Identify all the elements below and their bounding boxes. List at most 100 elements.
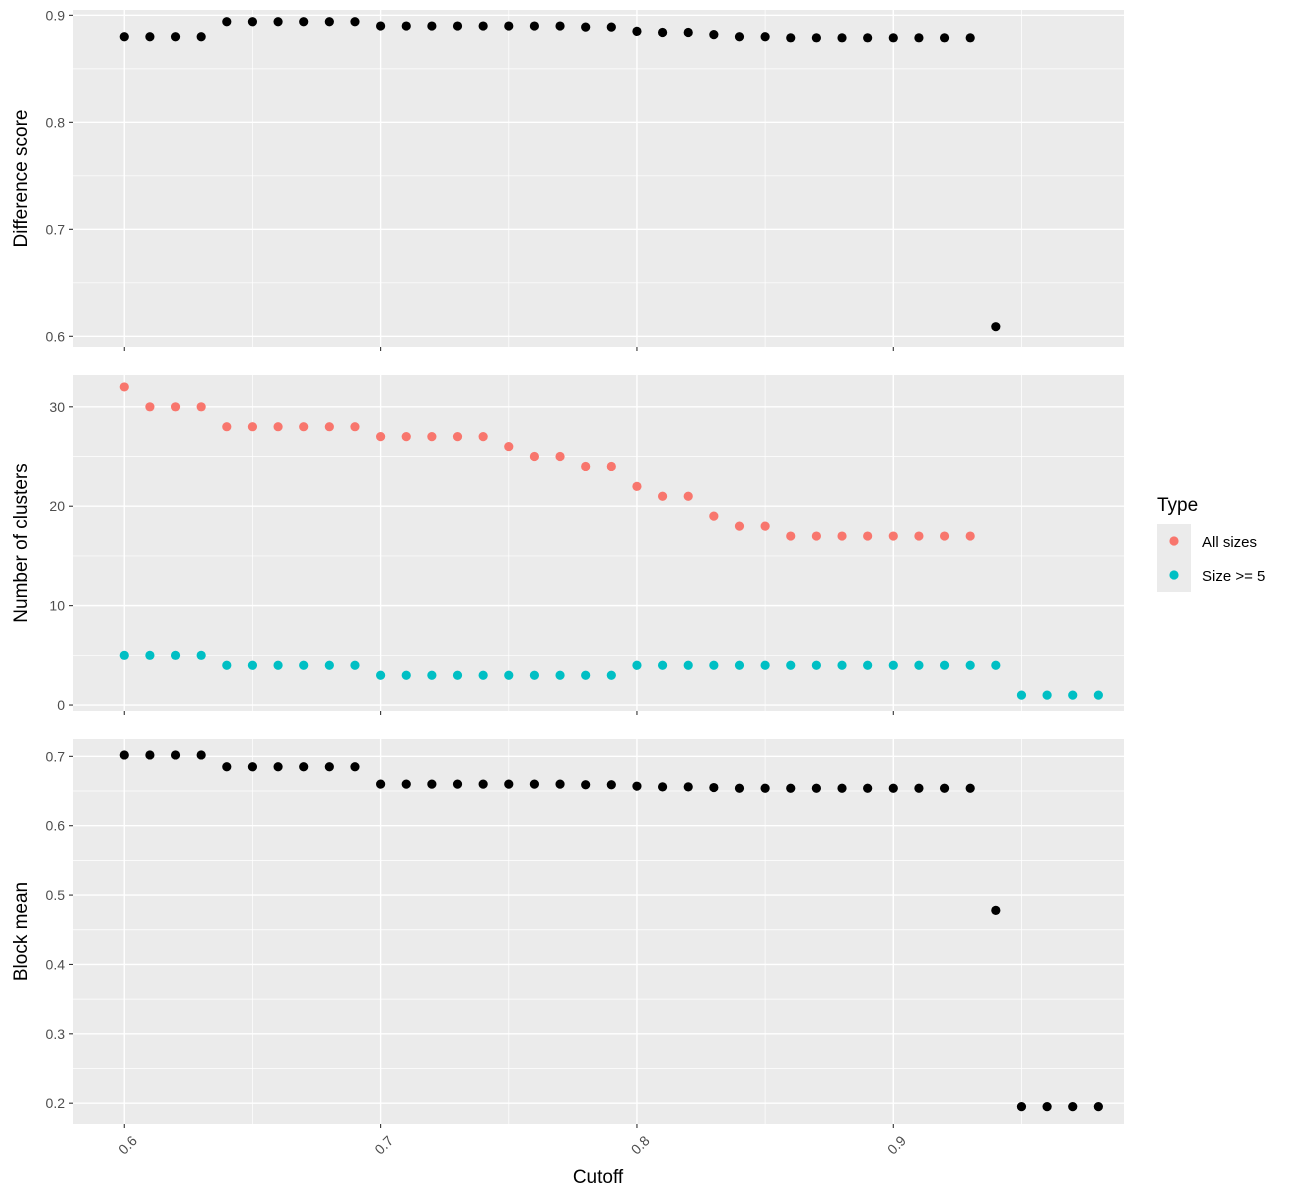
data-point xyxy=(991,905,1001,915)
data-point xyxy=(273,660,283,670)
data-point xyxy=(119,382,129,392)
x-tick-label: 0.9 xyxy=(884,1132,909,1157)
data-point xyxy=(504,21,514,31)
data-point xyxy=(683,782,693,792)
data-point xyxy=(222,660,232,670)
data-point xyxy=(709,782,719,793)
data-point xyxy=(734,521,745,531)
data-point xyxy=(119,650,129,660)
data-point xyxy=(786,33,796,43)
data-point xyxy=(965,33,975,43)
data-point xyxy=(452,779,463,789)
x-tick-label: 0.7 xyxy=(371,1132,396,1157)
data-point xyxy=(170,32,181,42)
y-tick-label: 0.7 xyxy=(46,748,66,764)
series-1 xyxy=(119,17,1001,332)
data-point xyxy=(837,531,847,541)
data-point xyxy=(350,422,360,432)
data-point xyxy=(273,762,283,772)
data-point xyxy=(734,660,745,670)
y-tick-label: 0 xyxy=(57,697,65,713)
y-axis-title: Block mean xyxy=(11,882,32,981)
data-point xyxy=(606,670,616,680)
data-point xyxy=(170,402,181,412)
data-point xyxy=(632,781,642,791)
data-point xyxy=(324,17,334,27)
data-point xyxy=(811,660,821,670)
data-point xyxy=(632,481,642,491)
x-tick-labels: 0.6 0.7 0.8 0.9 xyxy=(115,1132,909,1157)
data-point xyxy=(555,779,565,789)
y-tick-label: 30 xyxy=(49,399,65,415)
legend-items: All sizes Size >= 5 xyxy=(1157,524,1265,592)
x-tick-label: 0.6 xyxy=(115,1132,140,1157)
data-point xyxy=(837,660,847,670)
panel-1: 0.6 0.7 0.8 0.9 Difference score xyxy=(11,7,1124,351)
data-point xyxy=(222,17,232,27)
data-point xyxy=(119,750,129,760)
data-point xyxy=(991,322,1001,332)
data-point xyxy=(632,26,642,36)
data-point xyxy=(939,33,950,43)
y-tick-label: 0.9 xyxy=(46,7,66,23)
data-point xyxy=(555,21,565,31)
data-point xyxy=(632,660,642,670)
data-point xyxy=(1093,690,1103,700)
data-point xyxy=(1016,1102,1027,1112)
data-point xyxy=(837,33,847,43)
data-point xyxy=(324,660,334,670)
data-point xyxy=(427,670,437,680)
data-point xyxy=(1042,1102,1052,1112)
data-point xyxy=(170,750,181,760)
data-point xyxy=(581,780,591,790)
data-point xyxy=(657,782,668,792)
data-point xyxy=(504,441,514,452)
data-point xyxy=(452,21,463,31)
data-point xyxy=(401,432,411,442)
data-point xyxy=(837,783,847,793)
data-point xyxy=(478,21,488,31)
legend-entry: Size >= 5 xyxy=(1157,558,1265,592)
data-point xyxy=(760,660,770,670)
data-point xyxy=(1042,690,1052,700)
data-point xyxy=(991,660,1001,670)
y-tick-label: 0.7 xyxy=(46,221,66,237)
data-point xyxy=(273,422,283,432)
data-point xyxy=(196,750,206,760)
y-tick-label: 0.8 xyxy=(46,114,66,130)
legend: Type All sizes Size >= 5 xyxy=(1157,495,1265,592)
data-point xyxy=(914,660,924,670)
data-point xyxy=(939,783,950,793)
data-point xyxy=(376,21,386,31)
data-point xyxy=(376,670,386,680)
panel-background xyxy=(73,10,1124,347)
data-point xyxy=(427,779,437,789)
y-tick-label: 0.2 xyxy=(46,1095,66,1111)
data-point xyxy=(657,491,668,501)
data-point xyxy=(401,779,411,789)
data-point xyxy=(786,783,796,793)
data-point xyxy=(914,531,924,541)
data-point xyxy=(145,402,155,412)
panel-3: 0.2 0.3 0.4 0.5 0.6 0.7 Block mean xyxy=(11,739,1124,1128)
x-tick-label: 0.8 xyxy=(628,1132,653,1157)
data-point xyxy=(734,32,745,42)
data-point xyxy=(555,670,565,680)
panel-background xyxy=(73,739,1124,1124)
data-point xyxy=(888,531,898,541)
data-point xyxy=(529,779,540,789)
data-point xyxy=(324,762,334,772)
data-point xyxy=(709,511,719,521)
legend-entry: All sizes xyxy=(1157,524,1257,558)
data-point xyxy=(683,27,693,38)
data-point xyxy=(581,670,591,680)
data-point xyxy=(581,461,591,472)
data-point xyxy=(914,33,924,43)
data-point xyxy=(1068,690,1078,700)
data-point xyxy=(555,451,565,462)
data-point xyxy=(196,650,206,660)
y-tick-label: 10 xyxy=(49,598,65,614)
x-axis-title: Cutoff xyxy=(573,1167,624,1188)
y-tick-label: 0.4 xyxy=(46,956,66,972)
data-point xyxy=(145,750,155,760)
